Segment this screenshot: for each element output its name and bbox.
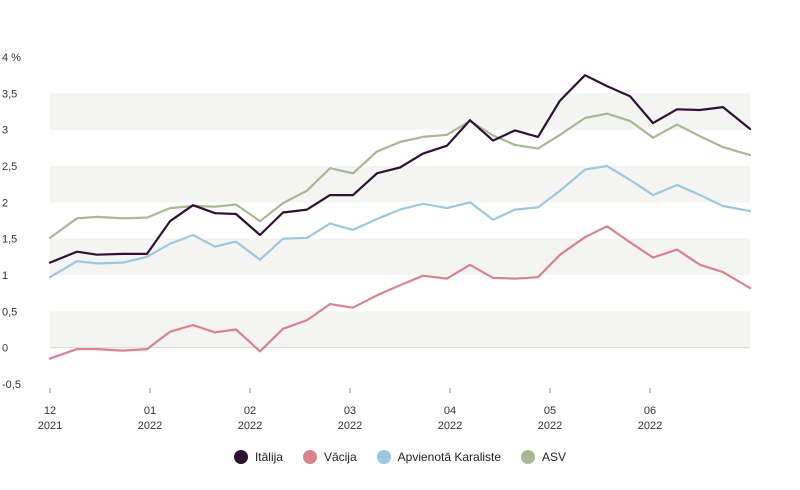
series-lines	[48, 74, 752, 360]
legend-marker-icon	[521, 450, 536, 464]
y-tick-label: 1,5	[2, 234, 17, 246]
legend-item-apvienota-karaliste[interactable]: Apvienotā Karaliste	[376, 450, 502, 464]
y-tick-label: 3,5	[2, 88, 17, 100]
y-tick-label: 2,5	[2, 161, 17, 173]
series-line-3	[48, 112, 752, 239]
legend-item-asv[interactable]: ASV	[521, 450, 566, 464]
legend-label: Vācija	[323, 450, 357, 464]
x-tick-label: 12	[44, 405, 56, 417]
legend-label: Apvienotā Karaliste	[397, 450, 502, 464]
line-chart: 4 % 3,5 3 2,5 2 1,5 1 0,5 0 -0,5 12 2021 01 2022 02 20…	[2, 52, 752, 432]
x-tick-label: 02	[244, 405, 256, 417]
grid-band	[50, 93, 750, 130]
x-tick-label: 01	[144, 405, 156, 417]
x-tick-year-label: 2022	[338, 420, 362, 432]
x-tick-label: 04	[444, 405, 456, 417]
legend-marker-icon	[376, 450, 391, 464]
x-tick-label: 03	[344, 405, 356, 417]
y-axis-ticks: 4 % 3,5 3 2,5 2 1,5 1 0,5 0 -0,5	[2, 52, 21, 391]
legend: Itālija Vācija Apvienotā Karaliste ASV	[0, 450, 800, 464]
legend-label: Itālija	[254, 450, 283, 464]
legend-label: ASV	[542, 450, 567, 464]
x-tick-label: 06	[644, 405, 656, 417]
x-axis-ticks: 12 2021 01 2022 02 2022 03 2022 04 2022 05 2022 06 20…	[38, 388, 662, 432]
x-tick-year-label: 2022	[238, 420, 262, 432]
x-tick-year-label: 2022	[438, 420, 462, 432]
legend-item-italija[interactable]: Itālija	[233, 450, 283, 464]
x-tick-label: 05	[544, 405, 556, 417]
y-tick-label: 2	[2, 197, 8, 209]
grid-band	[50, 311, 750, 348]
x-tick-year-label: 2022	[538, 420, 562, 432]
legend-marker-icon	[302, 450, 317, 464]
grid-band	[50, 166, 750, 203]
legend-marker-icon	[233, 450, 248, 464]
y-tick-label: 3	[2, 125, 8, 137]
x-tick-year-label: 2022	[638, 420, 662, 432]
y-tick-label: -0,5	[2, 379, 21, 391]
y-tick-label: 4 %	[2, 52, 21, 64]
series-line-0	[48, 74, 752, 264]
x-tick-year-label: 2022	[138, 420, 162, 432]
x-tick-year-label: 2021	[38, 420, 62, 432]
series-line-1	[48, 225, 752, 360]
y-tick-label: 0	[2, 343, 8, 355]
y-tick-label: 1	[2, 270, 8, 282]
series-line-2	[48, 164, 752, 279]
legend-item-vacija[interactable]: Vācija	[302, 450, 357, 464]
y-tick-label: 0,5	[2, 306, 17, 318]
